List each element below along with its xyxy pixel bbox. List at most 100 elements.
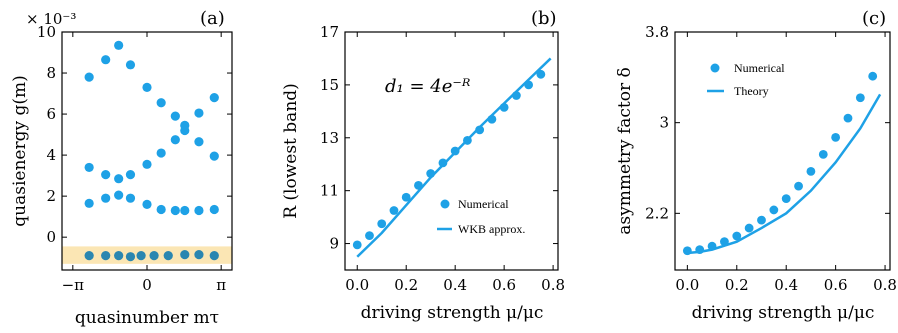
panel-c-asymmetry: 0.0 0.2 0.4 0.6 0.8 2.2 3 3.8 (c) Numerical The… xyxy=(615,8,897,323)
y-tick-label: 0 xyxy=(46,228,56,246)
data-point xyxy=(125,60,136,70)
y-tick-label: 3 xyxy=(659,114,669,132)
panel-a-xlabel: quasinumber mτ xyxy=(75,308,219,328)
data-point xyxy=(209,251,219,261)
panel-b-R: 0.0 0.2 0.4 0.6 0.8 9 11 13 15 17 (b) d₁ = 4e⁻ᴿ N… xyxy=(281,8,565,323)
data-point xyxy=(142,199,152,209)
data-point xyxy=(209,204,219,215)
data-point xyxy=(101,55,111,65)
data-point xyxy=(401,192,411,202)
y-tick-label: 13 xyxy=(320,129,339,147)
panel-c-legend: Numerical Theory xyxy=(707,61,785,98)
legend-marker-numerical-c xyxy=(710,63,720,73)
data-point xyxy=(843,113,853,123)
data-point xyxy=(769,205,779,215)
x-tick-label: π xyxy=(216,276,226,294)
panel-c-xlabel: driving strength μ/μc xyxy=(692,303,875,323)
x-tick-label: 0.0 xyxy=(345,276,369,294)
panel-a-ticks: −π 0 π 0 2 4 6 8 10 xyxy=(37,23,232,294)
data-point xyxy=(156,204,166,215)
panel-c-theory-line xyxy=(687,93,882,255)
data-point xyxy=(101,193,111,203)
x-tick-label: 0.4 xyxy=(774,276,798,294)
y-tick-label: 11 xyxy=(320,182,339,200)
x-tick-label: 0.6 xyxy=(492,276,516,294)
data-point xyxy=(744,223,754,233)
y-tick-label: 2.2 xyxy=(645,204,669,222)
data-point xyxy=(487,114,497,124)
data-point xyxy=(194,137,204,147)
data-point xyxy=(450,146,460,156)
data-point xyxy=(757,215,766,225)
panel-c-frame xyxy=(674,31,891,271)
data-point xyxy=(209,151,219,161)
panel-a-ylabel: quasienergy g(m) xyxy=(10,75,30,226)
data-point xyxy=(136,251,146,261)
data-point xyxy=(868,71,878,81)
data-point xyxy=(438,158,448,168)
data-point xyxy=(163,251,173,261)
data-point xyxy=(170,205,180,216)
x-tick-label: 0.8 xyxy=(873,276,897,294)
data-point xyxy=(536,69,546,79)
panel-c-tag: (c) xyxy=(862,8,886,29)
data-point xyxy=(170,135,180,145)
x-tick-label: 0.0 xyxy=(675,276,699,294)
data-point xyxy=(84,198,94,208)
data-point xyxy=(695,245,705,255)
data-point xyxy=(831,133,841,142)
x-tick-label: 0.4 xyxy=(443,276,467,294)
legend-marker-numerical xyxy=(440,199,450,209)
data-point xyxy=(194,108,204,118)
panel-b-xlabel: driving strength μ/μc xyxy=(361,303,544,323)
legend-label-theory: Theory xyxy=(734,84,769,98)
data-point xyxy=(389,206,399,215)
data-point xyxy=(114,40,124,50)
panel-c-ticks: 0.0 0.2 0.4 0.6 0.8 2.2 3 3.8 xyxy=(645,23,897,294)
y-tick-label: 2 xyxy=(46,187,56,205)
data-point xyxy=(125,193,136,203)
x-tick-label: 0.6 xyxy=(824,276,848,294)
data-point xyxy=(180,250,190,260)
data-point xyxy=(818,150,828,159)
data-point xyxy=(352,240,362,250)
data-point xyxy=(101,251,111,261)
data-point xyxy=(707,241,717,251)
data-point xyxy=(84,251,94,261)
x-tick-label: 0 xyxy=(142,276,152,294)
legend-label-wkb: WKB approx. xyxy=(458,222,525,236)
panel-b-annotation: d₁ = 4e⁻ᴿ xyxy=(385,76,471,97)
panel-b-tag: (b) xyxy=(531,8,557,29)
y-tick-label: 10 xyxy=(37,23,56,41)
data-point xyxy=(84,72,94,82)
panel-c-ylabel: asymmetry factor δ xyxy=(615,67,635,235)
data-point xyxy=(377,219,387,229)
data-point xyxy=(180,125,190,136)
x-tick-label: 0.2 xyxy=(394,276,418,294)
x-tick-label: −π xyxy=(62,276,85,294)
panel-a-points xyxy=(84,40,219,262)
panel-c-numerical-points xyxy=(682,71,878,256)
data-point xyxy=(426,169,436,178)
data-point xyxy=(499,102,509,112)
data-point xyxy=(149,251,159,261)
data-point xyxy=(194,250,204,260)
y-tick-label: 6 xyxy=(46,105,56,123)
panel-b-frame xyxy=(344,31,559,271)
y-tick-label: 15 xyxy=(320,76,339,94)
data-point xyxy=(114,174,124,184)
data-point xyxy=(125,252,136,262)
y-tick-label: 8 xyxy=(46,64,56,82)
data-point xyxy=(855,93,865,103)
panel-b-numerical-points xyxy=(352,69,546,250)
data-point xyxy=(156,148,166,158)
data-point xyxy=(781,194,791,204)
data-point xyxy=(142,159,152,169)
data-point xyxy=(209,93,219,103)
data-point xyxy=(125,169,136,180)
data-point xyxy=(720,237,729,247)
data-point xyxy=(114,190,124,200)
data-point xyxy=(156,98,166,108)
